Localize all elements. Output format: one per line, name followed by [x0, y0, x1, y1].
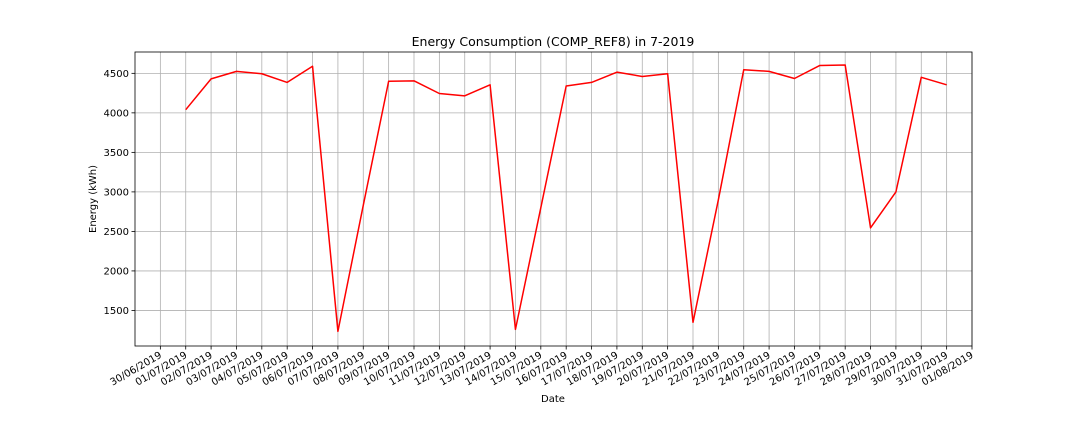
series-line: [185, 64, 947, 333]
chart-title: Energy Consumption (COMP_REF8) in 7-2019: [412, 34, 695, 49]
y-tick-label: 2500: [104, 227, 129, 238]
y-tick-label: 3500: [104, 148, 129, 159]
y-tick-label: 2000: [104, 266, 129, 277]
y-tick-label: 4000: [104, 108, 129, 119]
y-tick-label: 1500: [104, 306, 129, 317]
grid-lines: [135, 52, 973, 346]
series-layer: [185, 64, 947, 333]
plot-frame: [134, 51, 973, 347]
x-axis: 30/06/201901/07/201902/07/201903/07/2019…: [108, 346, 976, 388]
y-tick-label: 3000: [104, 187, 129, 198]
y-tick-label: 4500: [104, 69, 129, 80]
x-axis-label: Date: [541, 394, 565, 405]
y-axis: 1500 2000 2500 3000 3500 4000 4500: [104, 69, 135, 317]
y-axis-label: Energy (kWh): [88, 165, 99, 233]
